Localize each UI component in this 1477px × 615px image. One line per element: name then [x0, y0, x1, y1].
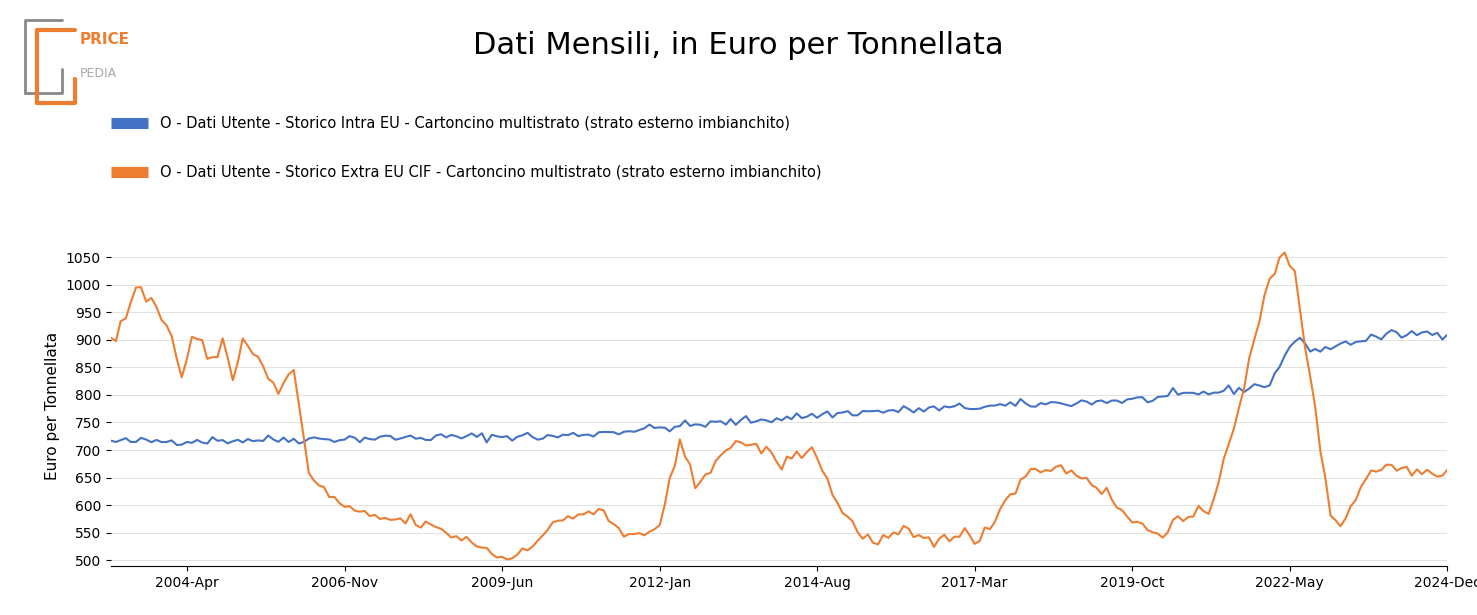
Text: PEDIA: PEDIA: [80, 67, 117, 80]
Text: O - Dati Utente - Storico Extra EU CIF - Cartoncino multistrato (strato esterno : O - Dati Utente - Storico Extra EU CIF -…: [160, 165, 821, 180]
Text: O - Dati Utente - Storico Intra EU - Cartoncino multistrato (strato esterno imbi: O - Dati Utente - Storico Intra EU - Car…: [160, 116, 790, 130]
Text: PRICE: PRICE: [80, 33, 130, 47]
Y-axis label: Euro per Tonnellata: Euro per Tonnellata: [46, 332, 61, 480]
Text: Dati Mensili, in Euro per Tonnellata: Dati Mensili, in Euro per Tonnellata: [473, 31, 1004, 60]
